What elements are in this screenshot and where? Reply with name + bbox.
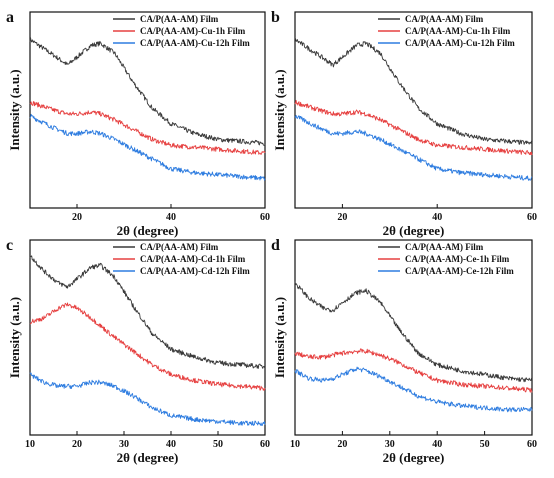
x-tick-label: 60 [260, 212, 270, 223]
x-tick-label: 20 [337, 212, 347, 223]
x-tick-label: 30 [119, 439, 129, 450]
series-line-3 [294, 366, 533, 413]
legend-label-1: CA/P(AA-AM) Film [140, 242, 219, 252]
x-tick-label: 40 [166, 439, 176, 450]
series-line-2 [29, 302, 266, 391]
series-line-3 [29, 372, 266, 427]
x-tick-label: 40 [432, 212, 442, 223]
x-tick-label: 60 [527, 439, 537, 450]
x-tick-label: 50 [480, 439, 490, 450]
legend-label-3: CA/P(AA-AM)-Cu-12h Film [140, 38, 250, 48]
legend-label-3: CA/P(AA-AM)-Cd-12h Film [140, 266, 250, 276]
series-line-1 [294, 37, 533, 145]
x-tick-label: 30 [385, 439, 395, 450]
series-line-2 [294, 348, 533, 393]
legend-label-1: CA/P(AA-AM) Film [140, 14, 219, 24]
x-axis-label: 2θ (degree) [117, 223, 179, 238]
x-tick-label: 20 [337, 439, 347, 450]
legend-label-2: CA/P(AA-AM)-Ce-1h Film [405, 254, 510, 264]
series-line-2 [29, 101, 266, 155]
x-tick-label: 40 [166, 212, 176, 223]
x-tick-label: 20 [72, 439, 82, 450]
x-axis-label: 2θ (degree) [117, 450, 179, 465]
x-tick-label: 60 [527, 212, 537, 223]
legend-label-1: CA/P(AA-AM) Film [405, 242, 484, 252]
panel-letter: c [6, 237, 13, 254]
panel-d: 10 20 30 40 50 60 d 2θ (degree) Intensity (a.u.)… [271, 237, 537, 465]
series-line-3 [294, 114, 533, 181]
series-line-1 [29, 37, 266, 146]
legend-label-2: CA/P(AA-AM)-Cu-1h Film [405, 26, 511, 36]
x-tick-label: 50 [213, 439, 223, 450]
legend-label-2: CA/P(AA-AM)-Cu-1h Film [140, 26, 246, 36]
plot-frame [294, 11, 533, 209]
x-tick-label: 10 [25, 439, 35, 450]
legend-label-2: CA/P(AA-AM)-Cd-1h Film [140, 254, 246, 264]
panel-a: 20 40 60 a 2θ (degree) Intensity (a.u.) CA/P(A… [6, 9, 270, 238]
x-tick-label: 20 [72, 212, 82, 223]
y-axis-label: Intensity (a.u.) [272, 69, 287, 150]
plot-frame [29, 11, 266, 209]
x-axis-label: 2θ (degree) [383, 223, 445, 238]
y-axis-label: Intensity (a.u.) [7, 297, 22, 378]
legend-label-1: CA/P(AA-AM) Film [405, 14, 484, 24]
panel-letter: a [6, 9, 14, 26]
series-line-1 [294, 281, 533, 383]
x-axis-label: 2θ (degree) [383, 450, 445, 465]
panel-b: 20 40 60 b 2θ (degree) Intensity (a.u.) CA/P(A… [271, 9, 537, 238]
y-axis-label: Intensity (a.u.) [272, 297, 287, 378]
x-tick-label: 60 [260, 439, 270, 450]
series-line-3 [29, 113, 266, 181]
y-axis-label: Intensity (a.u.) [7, 69, 22, 150]
plot-frame [29, 239, 266, 436]
legend-label-3: CA/P(AA-AM)-Cu-12h Film [405, 38, 515, 48]
panel-c: 10 20 30 40 50 60 c 2θ (degree) Intensity (a.u.)… [6, 237, 270, 465]
x-tick-label: 10 [290, 439, 300, 450]
x-tick-label: 40 [432, 439, 442, 450]
plot-frame [294, 239, 533, 436]
series-line-2 [294, 99, 533, 156]
panel-letter: b [271, 9, 280, 26]
panel-letter: d [271, 237, 280, 254]
legend-label-3: CA/P(AA-AM)-Ce-12h Film [405, 266, 514, 276]
series-line-1 [29, 255, 266, 369]
